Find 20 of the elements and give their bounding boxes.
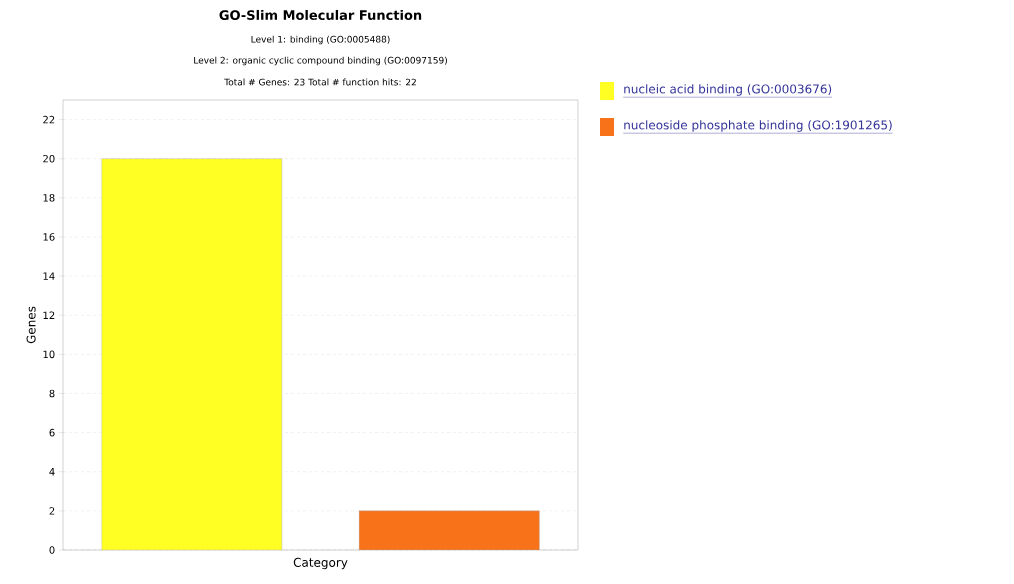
y-tick-label: 18 — [43, 194, 55, 202]
y-tick-label: 4 — [49, 468, 55, 476]
legend-label: nucleoside phosphate binding (GO:1901265) — [624, 120, 892, 132]
y-tick-label: 8 — [49, 389, 55, 398]
y-axis-title: Genes — [26, 306, 36, 344]
y-tick-label: 20 — [43, 154, 55, 163]
y-tick-label: 22 — [43, 115, 55, 124]
x-axis-title: Category — [293, 557, 348, 570]
y-tick-label: 12 — [43, 311, 55, 319]
text: Level 2: organic cyclic compound binding (GO:0097159) — [194, 56, 447, 66]
y-tick-label: 2 — [49, 507, 55, 515]
chart-title: GO-Slim Molecular Function — [219, 9, 422, 21]
y-tick-label: 0 — [49, 546, 55, 554]
y-tick-label: 10 — [43, 350, 55, 359]
y-tick-label: 6 — [49, 428, 55, 437]
y-tick-label: 16 — [43, 233, 55, 241]
y-tick-label: 14 — [43, 272, 55, 280]
chart-subtitle: Level 1: binding (GO:0005488) — [251, 35, 390, 45]
text: Total # Genes: 23 Total # function hits: 22 — [224, 78, 416, 86]
legend-label: nucleic acid binding (GO:0003676) — [624, 84, 832, 96]
